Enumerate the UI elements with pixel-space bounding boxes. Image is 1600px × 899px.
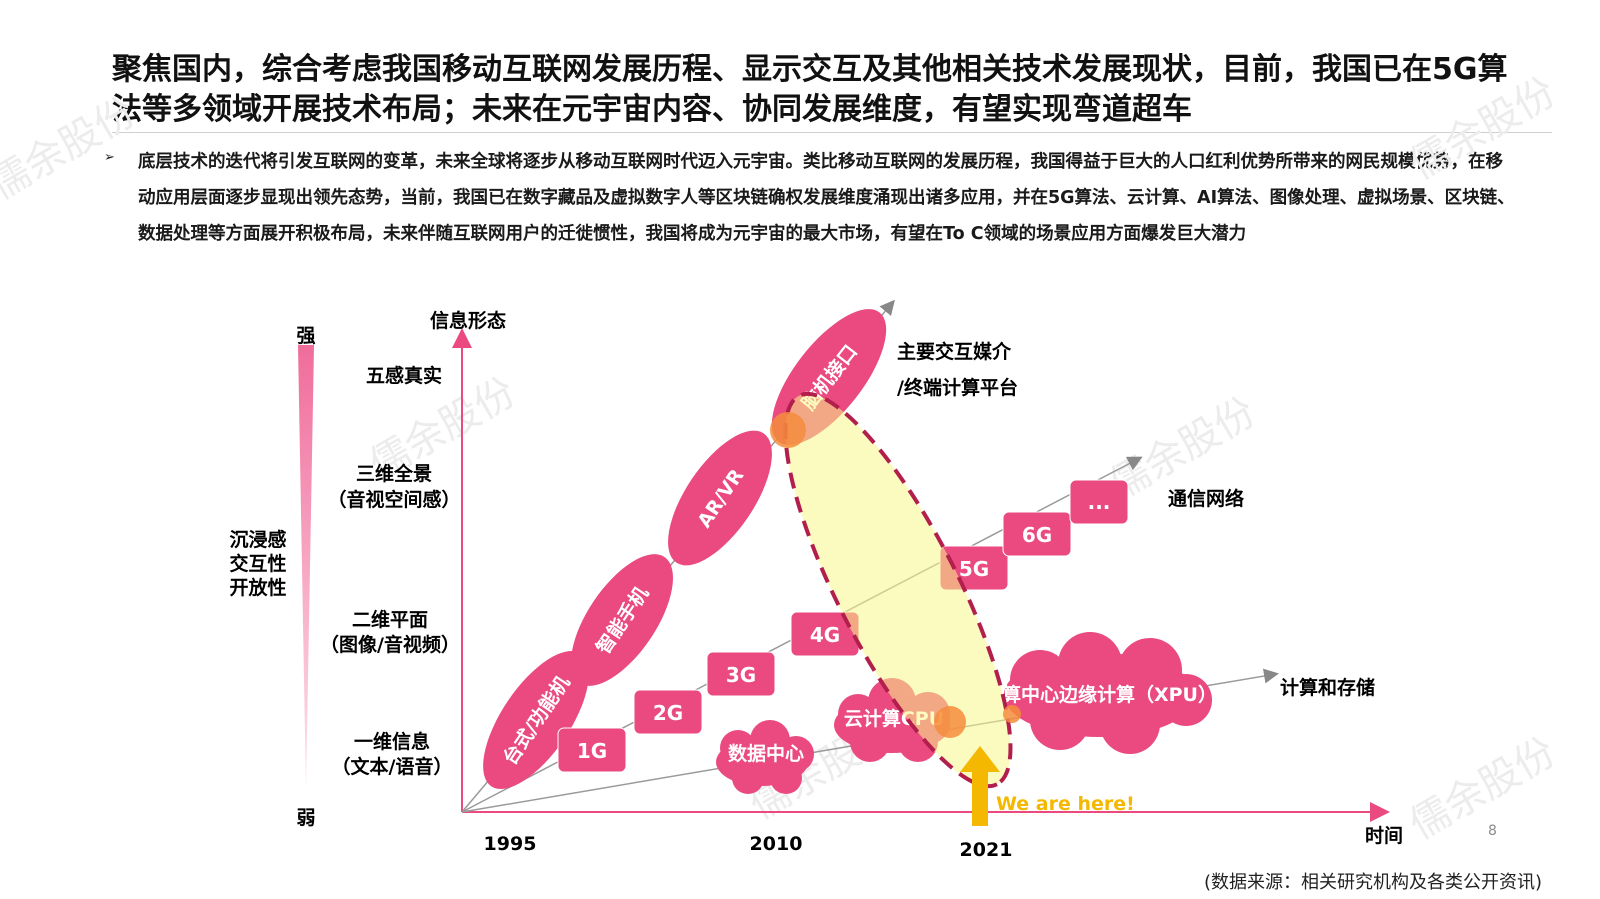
level-label: 一维信息 <box>354 730 430 753</box>
network-track-label: 通信网络 <box>1168 487 1244 510</box>
strength-bottom-label: 弱 <box>296 807 315 829</box>
terminal-track-label: /终端计算平台 <box>897 376 1018 399</box>
network-node <box>706 651 776 697</box>
compute-cloud-datacenter <box>716 720 814 794</box>
compute-label: 数据中心 <box>728 742 804 765</box>
current-position-highlight <box>783 391 1013 789</box>
terminal-node <box>483 651 589 789</box>
terminal-node <box>668 430 772 566</box>
year-label: 1995 <box>484 833 537 855</box>
network-node <box>557 727 627 773</box>
x-axis-title: 时间 <box>1365 825 1403 847</box>
source-note: (数据来源：相关研究机构及各类公开资讯) <box>1204 872 1543 893</box>
network-label: 5G <box>959 557 989 581</box>
bullet-arrow-icon: ➢ <box>104 150 115 165</box>
level-label: （图像/音视频） <box>320 633 460 656</box>
level-labels: 五感真实 三维全景 （音视空间感） 二维平面 （图像/音视频） 一维信息 （文本… <box>320 364 460 778</box>
network-label: ... <box>1088 490 1111 514</box>
side-label-line: 开放性 <box>229 576 286 599</box>
here-arrow-icon <box>960 746 1000 826</box>
year-label: 2010 <box>750 833 803 855</box>
here-label: We are here! <box>996 793 1135 815</box>
network-label: 3G <box>726 663 756 687</box>
terminal-track-label: 主要交互媒介 <box>897 340 1012 363</box>
network-node <box>633 689 703 735</box>
network-label: 4G <box>810 623 840 647</box>
body-paragraph: 底层技术的迭代将引发互联网的变革，未来全球将逐步从移动互联网时代迈入元宇宙。类比… <box>138 152 1515 244</box>
level-label: 二维平面 <box>352 608 428 631</box>
network-track <box>557 479 1129 773</box>
network-labels: 1G 2G 3G 4G 5G 6G ... <box>577 490 1111 763</box>
strength-top-label: 强 <box>296 325 315 347</box>
watermark: 儒余股份 <box>0 89 144 209</box>
strength-gradient-bar <box>298 345 314 790</box>
title-divider <box>112 132 1552 133</box>
level-label: 三维全景 <box>356 462 432 485</box>
terminal-node <box>571 554 673 686</box>
level-label: 五感真实 <box>366 364 442 387</box>
y-axis-title: 信息形态 <box>430 309 506 332</box>
watermark: 儒余股份 <box>1402 729 1564 849</box>
network-label: 2G <box>653 701 683 725</box>
compute-cloud-xpu <box>1004 632 1212 754</box>
compute-track-label: 计算和存储 <box>1280 676 1375 699</box>
network-label: 1G <box>577 739 607 763</box>
level-label: （音视空间感） <box>327 488 460 511</box>
year-label: 2021 <box>960 839 1013 861</box>
side-label-line: 沉浸感 <box>229 528 286 551</box>
highlight-intersection <box>1003 705 1021 723</box>
network-node <box>1069 479 1129 525</box>
network-node <box>1002 511 1072 557</box>
watermark: 儒余股份 <box>1402 69 1564 189</box>
highlight-intersection <box>770 412 806 448</box>
side-label-group: 沉浸感 交互性 开放性 <box>229 528 286 599</box>
side-label-line: 交互性 <box>229 552 286 575</box>
terminal-track <box>483 309 887 789</box>
level-label: （文本/语音） <box>332 755 453 778</box>
network-label: 6G <box>1022 523 1052 547</box>
year-labels: 1995 2010 2021 <box>484 833 1013 861</box>
page-number: 8 <box>1488 823 1497 839</box>
compute-label: 智算中心边缘计算（XPU） <box>983 683 1217 706</box>
page-title: 聚焦国内，综合考虑我国移动互联网发展历程、显示交互及其他相关技术发展现状，目前，… <box>112 52 1508 127</box>
highlight-intersection <box>934 706 966 738</box>
